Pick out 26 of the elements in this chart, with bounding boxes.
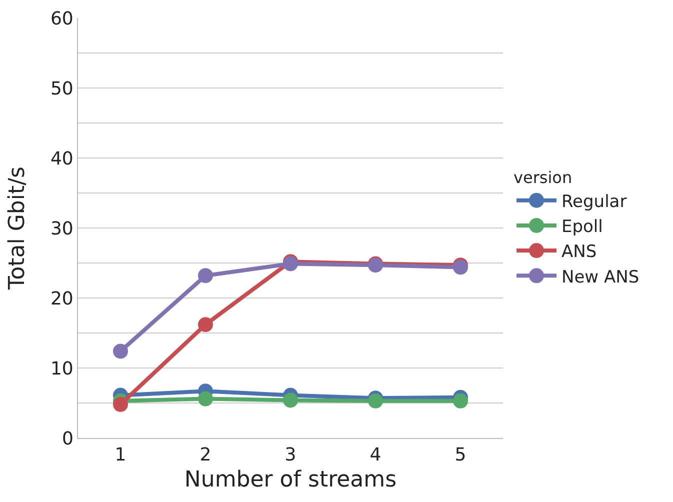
y-tick-label: 60 [50, 8, 74, 30]
y-tick-label: 10 [50, 358, 74, 380]
point [453, 393, 468, 408]
legend-label: Regular [562, 192, 627, 212]
legend-label: New ANS [562, 267, 640, 288]
y-tick-label: 40 [50, 148, 74, 170]
legend-title: version [514, 168, 572, 187]
y-tick-label: 0 [62, 428, 74, 450]
x-axis-title: Number of streams [184, 468, 397, 492]
y-tick-label: 50 [50, 78, 74, 100]
legend-label: Epoll [562, 217, 603, 238]
x-tick-label: 2 [200, 444, 212, 466]
x-tick-label: 3 [284, 444, 296, 466]
legend-label: ANS [562, 242, 597, 262]
x-tick-label: 4 [370, 444, 382, 466]
point [198, 391, 213, 406]
x-tick-label: 5 [454, 444, 466, 466]
point [198, 317, 213, 332]
y-tick-label: 30 [50, 218, 74, 240]
point [113, 396, 128, 412]
y-axis-title: Total Gbit/s [5, 166, 30, 290]
point [198, 268, 213, 284]
y-tick-label: 20 [50, 288, 74, 310]
x-tick-label: 1 [114, 444, 126, 466]
point [113, 344, 128, 359]
point [283, 392, 298, 408]
